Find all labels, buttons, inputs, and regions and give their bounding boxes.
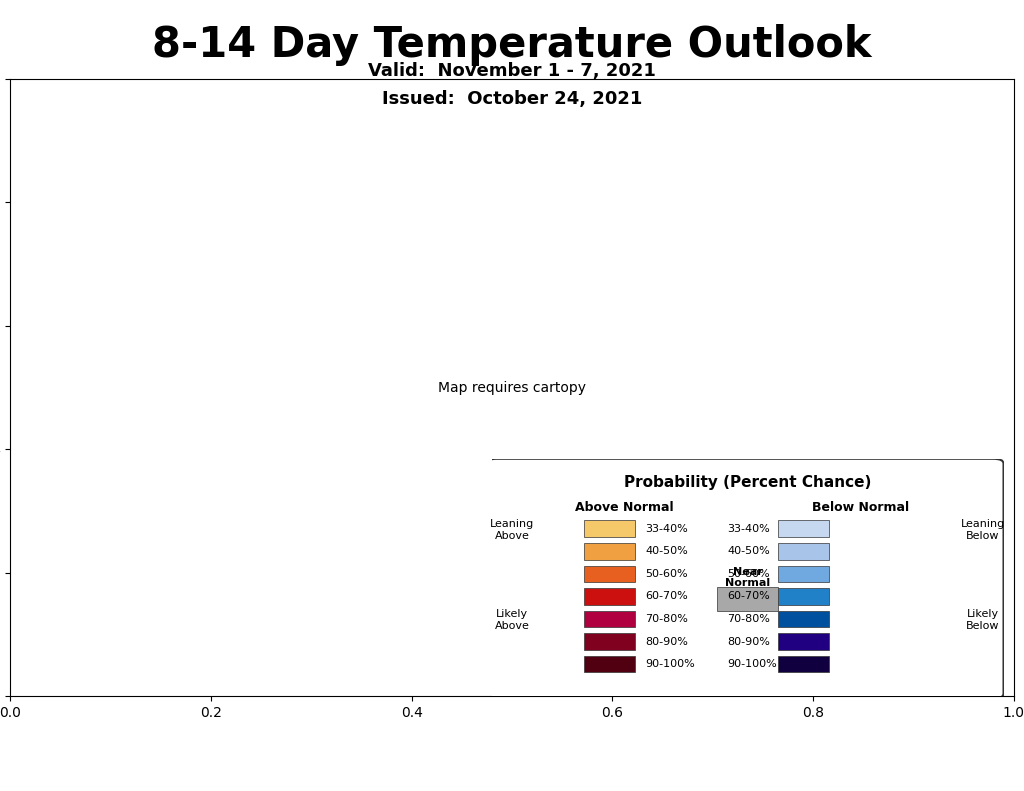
Text: 8-14 Day Temperature Outlook: 8-14 Day Temperature Outlook (153, 24, 871, 66)
Text: Probability (Percent Chance): Probability (Percent Chance) (624, 475, 871, 490)
Bar (778, 543, 829, 560)
Bar (584, 543, 635, 560)
Text: Leaning
Above: Leaning Above (489, 519, 535, 541)
Bar (584, 520, 635, 537)
Text: Issued:  October 24, 2021: Issued: October 24, 2021 (382, 90, 642, 108)
Text: 60-70%: 60-70% (727, 592, 770, 601)
Bar (584, 611, 635, 627)
Text: Leaning
Below: Leaning Below (961, 519, 1006, 541)
Text: 50-60%: 50-60% (727, 569, 770, 579)
Bar (778, 566, 829, 582)
Text: 70-80%: 70-80% (645, 614, 688, 624)
Bar (778, 656, 829, 672)
Text: Valid:  November 1 - 7, 2021: Valid: November 1 - 7, 2021 (368, 62, 656, 80)
Text: 60-70%: 60-70% (645, 592, 688, 601)
Bar (584, 656, 635, 672)
Bar (778, 520, 829, 537)
Bar (584, 589, 635, 605)
Text: 80-90%: 80-90% (727, 637, 770, 646)
Text: 90-100%: 90-100% (645, 659, 695, 669)
Text: 50-60%: 50-60% (645, 569, 688, 579)
Bar (584, 633, 635, 650)
Text: 70-80%: 70-80% (727, 614, 770, 624)
Text: 40-50%: 40-50% (645, 547, 688, 556)
Text: Map requires cartopy: Map requires cartopy (438, 380, 586, 395)
Bar (584, 566, 635, 582)
Text: 90-100%: 90-100% (727, 659, 777, 669)
Text: 33-40%: 33-40% (727, 524, 770, 534)
Text: Below Normal: Below Normal (812, 501, 908, 514)
Text: 40-50%: 40-50% (727, 547, 770, 556)
Text: Near
Normal: Near Normal (725, 566, 770, 589)
Text: 33-40%: 33-40% (645, 524, 688, 534)
Text: Likely
Above: Likely Above (495, 609, 529, 631)
Text: 80-90%: 80-90% (645, 637, 688, 646)
FancyBboxPatch shape (486, 459, 1004, 698)
Bar (717, 587, 778, 611)
Text: Likely
Below: Likely Below (967, 609, 999, 631)
Text: Above Normal: Above Normal (575, 501, 674, 514)
Bar (778, 633, 829, 650)
Bar (778, 611, 829, 627)
Bar (778, 589, 829, 605)
